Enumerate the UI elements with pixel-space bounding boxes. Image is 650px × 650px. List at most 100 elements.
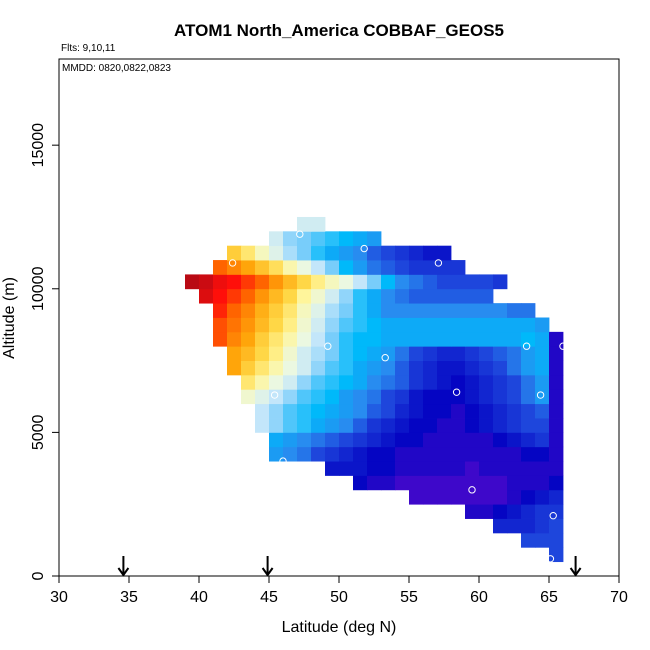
heatmap-cell [493, 475, 508, 491]
heatmap-cell [409, 374, 424, 390]
heatmap-cell [507, 461, 522, 476]
heatmap-cell [507, 389, 522, 405]
heatmap-cell [381, 432, 396, 448]
heatmap-cell [367, 346, 382, 361]
heatmap-cell [367, 231, 382, 247]
heatmap-cell [409, 288, 424, 304]
heatmap-cell [367, 245, 382, 261]
heatmap-cell [549, 389, 564, 405]
heatmap-cell [241, 374, 256, 390]
heatmap-cell [507, 317, 522, 333]
x-tick-label: 60 [470, 589, 488, 606]
heatmap-cell [423, 346, 438, 361]
heatmap-cell [479, 432, 494, 448]
heatmap-cell [367, 446, 382, 462]
x-tick-label: 35 [120, 589, 138, 606]
heatmap-cell [325, 446, 340, 462]
heatmap-cell [395, 389, 410, 405]
heatmap-cell [311, 260, 326, 275]
heatmap-cell [311, 403, 326, 419]
heatmap-cell [493, 504, 508, 519]
heatmap-cell [409, 403, 424, 419]
heatmap-cell [241, 346, 256, 361]
heatmap-cell [437, 489, 452, 505]
heatmap-cell [479, 346, 494, 361]
heatmap-cell [479, 475, 494, 491]
heatmap-cell [507, 331, 522, 347]
heatmap-cell [297, 303, 312, 318]
heatmap-cell [283, 446, 298, 462]
heatmap-cell [325, 317, 340, 333]
heatmap-cell [479, 403, 494, 419]
heatmap-cell [339, 432, 354, 448]
heatmap-cell [479, 317, 494, 333]
heatmap-cell [409, 489, 424, 505]
heatmap-cell [311, 360, 326, 376]
heatmap-cell [381, 418, 396, 433]
heatmap-cell [479, 374, 494, 390]
heatmap-cell [521, 303, 536, 318]
heatmap-cell [423, 317, 438, 333]
heatmap-cell [325, 432, 340, 448]
heatmap-cell [409, 432, 424, 448]
heatmap-cell [381, 260, 396, 275]
heatmap-cell [311, 274, 326, 290]
heatmap-cell [297, 446, 312, 462]
heatmap-cell [255, 403, 270, 419]
heatmap-cell [241, 303, 256, 318]
heatmap-cell [297, 274, 312, 290]
heatmap-cell [395, 461, 410, 476]
heatmap-cell [353, 274, 368, 290]
heatmap-cell [381, 461, 396, 476]
heatmap-cell [521, 432, 536, 448]
heatmap-cell [451, 374, 466, 390]
heatmap-cell [409, 360, 424, 376]
heatmap-cell [311, 446, 326, 462]
heatmap-cell [339, 360, 354, 376]
heatmap-cell [493, 446, 508, 462]
heatmap-cell [535, 403, 550, 419]
heatmap-cell [339, 245, 354, 261]
heatmap-cell [479, 288, 494, 304]
heatmap-cell [269, 418, 284, 433]
heatmap-cell [479, 331, 494, 347]
heatmap-cell [395, 260, 410, 275]
heatmap-cell [549, 374, 564, 390]
profile-markers [117, 556, 582, 577]
heatmap-cell [367, 403, 382, 419]
heatmap-cell [437, 475, 452, 491]
heatmap-cell [297, 389, 312, 405]
heatmap-cell [465, 461, 480, 476]
observation-point [279, 457, 287, 465]
heatmap-cell [241, 274, 256, 290]
heatmap-cell [241, 317, 256, 333]
heatmap-cell [465, 403, 480, 419]
heatmap-cell [269, 288, 284, 304]
x-axis: 30 35 40 45 50 55 60 65 70 [50, 576, 628, 606]
y-tick-label: 0 [30, 571, 47, 580]
profile-marker-arrow [569, 556, 582, 577]
heatmap-cell [227, 274, 242, 290]
observation-point [181, 296, 189, 304]
heatmap-cell [451, 317, 466, 333]
heatmap-cell [395, 374, 410, 390]
heatmap-cell [535, 518, 550, 534]
heatmap-cell [255, 346, 270, 361]
heatmap-cell [269, 389, 284, 405]
heatmap-cell [535, 504, 550, 519]
heatmap-cell [423, 274, 438, 290]
heatmap-cell [507, 504, 522, 519]
x-tick-label: 70 [610, 589, 628, 606]
heatmap-cell [437, 418, 452, 433]
heatmap-cell [535, 317, 550, 333]
heatmap-cell [521, 446, 536, 462]
heatmap-cell [549, 360, 564, 376]
heatmap-cell [409, 260, 424, 275]
heatmap-cell [297, 403, 312, 419]
heatmap-cell [311, 303, 326, 318]
heatmap-cell [353, 446, 368, 462]
heatmap-cell [297, 231, 312, 247]
heatmap-cell [493, 389, 508, 405]
profile-marker-arrow [261, 556, 274, 577]
heatmap-cell [549, 504, 564, 519]
